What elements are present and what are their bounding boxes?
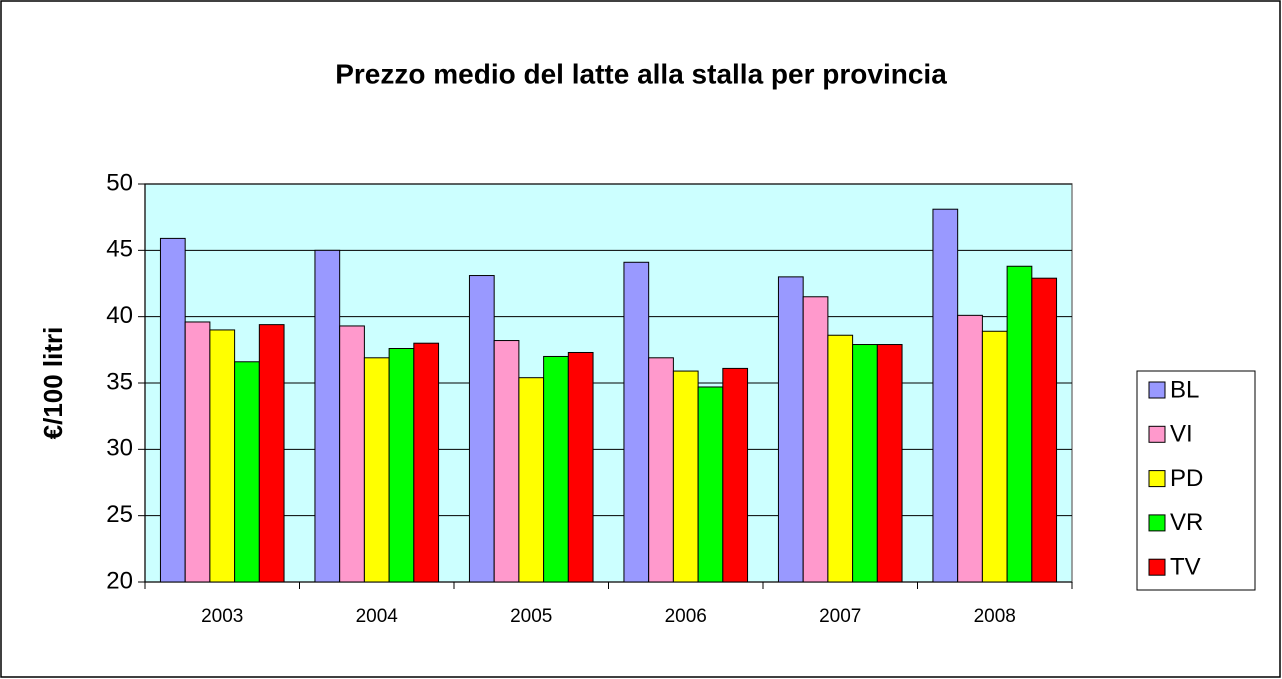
x-tick-label: 2005 (510, 606, 552, 627)
legend-swatch (1148, 558, 1166, 576)
legend-label: BL (1170, 376, 1199, 403)
y-tick-label: 50 (106, 169, 133, 196)
x-tick-label: 2008 (974, 606, 1016, 627)
x-tick-label: 2004 (356, 606, 399, 627)
bar (184, 321, 211, 583)
bar (827, 334, 854, 583)
bar (567, 351, 594, 583)
bar (258, 324, 285, 583)
bar (697, 386, 724, 583)
bar (981, 330, 1008, 583)
bar (802, 296, 829, 583)
legend-swatch (1148, 470, 1166, 488)
bar (518, 377, 545, 583)
y-tick-label: 45 (106, 236, 133, 263)
legend-label: PD (1170, 465, 1203, 492)
legend-label: VI (1170, 421, 1193, 448)
y-tick-label: 20 (106, 567, 133, 594)
bar (722, 367, 749, 583)
x-tick-label: 2006 (665, 606, 707, 627)
bar (623, 261, 650, 583)
bar (159, 237, 186, 583)
bar (672, 370, 699, 583)
bar (543, 355, 569, 583)
y-tick-label: 35 (106, 368, 133, 395)
bar (957, 314, 983, 583)
bar (468, 275, 495, 583)
legend-swatch (1148, 381, 1166, 399)
x-tick-label: 2007 (819, 606, 861, 627)
bar (314, 249, 341, 583)
bar (339, 325, 365, 583)
y-tick-label: 25 (106, 501, 133, 528)
bar (852, 344, 878, 583)
bar (388, 348, 415, 583)
legend-swatch (1148, 514, 1166, 532)
bar (209, 329, 236, 583)
bar (648, 357, 674, 583)
x-tick-label: 2003 (201, 606, 243, 627)
y-tick-label: 30 (106, 435, 133, 462)
chart-title: Prezzo medio del latte alla stalla per p… (335, 58, 947, 89)
bar (932, 208, 959, 583)
y-axis-label: €/100 litri (38, 327, 68, 440)
bar (413, 342, 440, 583)
bar (876, 344, 903, 583)
bar (234, 361, 260, 583)
bar (777, 276, 804, 583)
legend-swatch (1148, 425, 1166, 443)
bar (1031, 277, 1058, 583)
bar (493, 340, 520, 583)
bar (363, 357, 390, 583)
legend-label: VR (1170, 509, 1203, 536)
legend-label: TV (1170, 554, 1201, 581)
bar (1006, 265, 1033, 583)
y-tick-label: 40 (106, 302, 133, 329)
